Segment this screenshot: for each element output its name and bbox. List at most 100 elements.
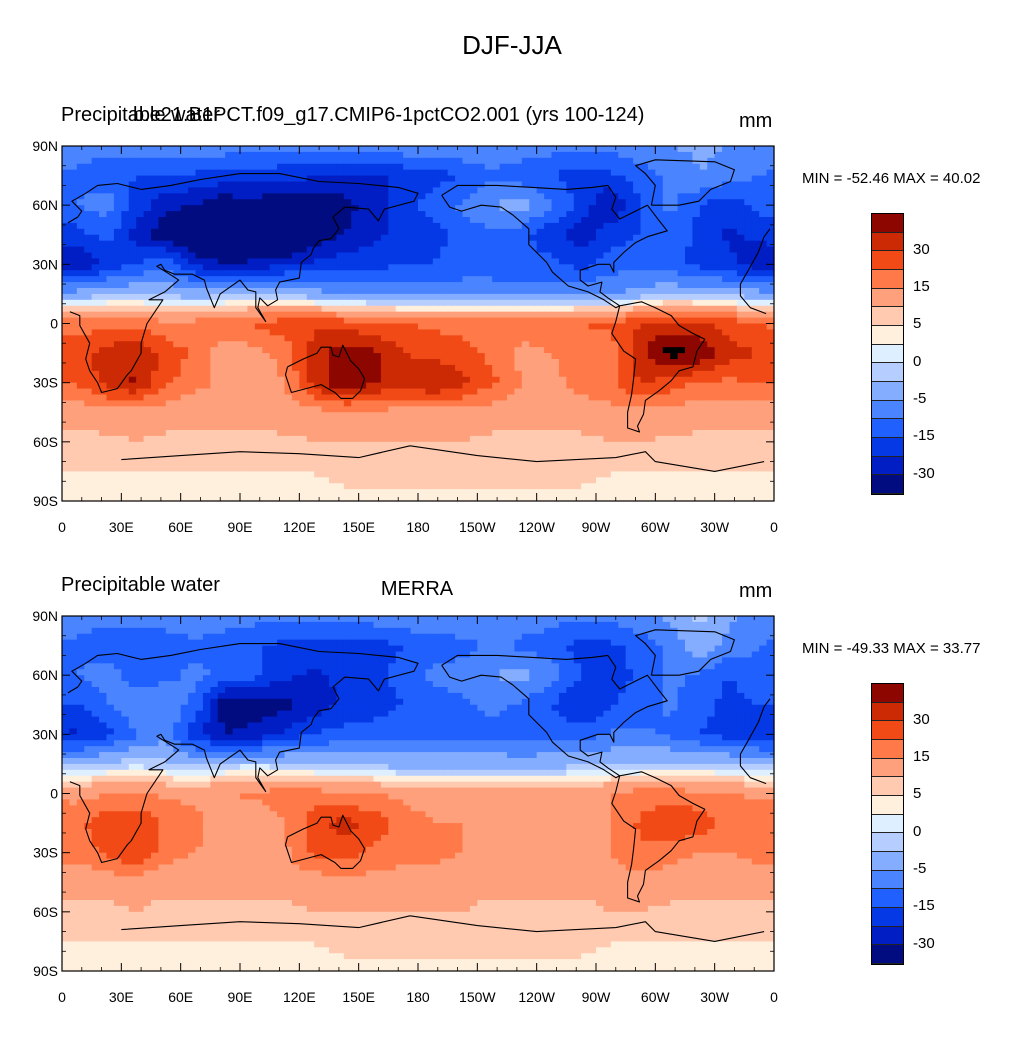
contour-cell — [610, 353, 619, 360]
contour-cell — [84, 157, 93, 165]
contour-cell — [343, 323, 352, 331]
contour-cell — [277, 353, 286, 360]
contour-cell — [403, 412, 412, 419]
contour-cell — [722, 264, 731, 271]
contour-cell — [633, 323, 642, 331]
contour-cell — [692, 376, 701, 384]
contour-cell — [380, 252, 389, 260]
contour-cell — [136, 441, 145, 449]
contour-cell — [321, 252, 330, 260]
contour-cell — [751, 270, 760, 277]
contour-cell — [766, 222, 775, 230]
contour-cell — [202, 430, 211, 437]
contour-cell — [240, 228, 249, 236]
contour-cell — [707, 424, 716, 431]
contour-cell — [403, 240, 412, 248]
contour-cell — [151, 157, 160, 165]
contour-cell — [751, 388, 760, 396]
contour-cell — [425, 240, 434, 248]
contour-cell — [277, 222, 286, 230]
contour-cell — [529, 376, 538, 384]
contour-cell — [403, 323, 412, 331]
contour-cell — [388, 211, 397, 218]
contour-cell — [440, 270, 449, 277]
contour-cell — [240, 347, 249, 354]
contour-cell — [262, 211, 271, 218]
contour-cell — [596, 228, 605, 236]
contour-cell — [507, 424, 516, 431]
contour-cell — [507, 447, 516, 455]
contour-cell — [544, 270, 553, 277]
contour-cell — [143, 146, 152, 153]
contour-cell — [210, 270, 219, 277]
contour-cell — [685, 276, 694, 283]
contour-cell — [284, 305, 293, 313]
contour-cell — [462, 146, 471, 153]
contour-cell — [514, 299, 523, 307]
contour-cell — [336, 329, 345, 336]
contour-cell — [484, 163, 493, 171]
contour-cell — [729, 163, 738, 171]
contour-cell — [699, 175, 708, 183]
contour-cell — [729, 394, 738, 402]
contour-cell — [373, 258, 382, 265]
contour-cell — [603, 376, 612, 384]
contour-cell — [195, 353, 204, 360]
contour-cell — [165, 435, 174, 443]
contour-cell — [455, 169, 464, 177]
contour-cell — [655, 299, 664, 307]
contour-cell — [551, 211, 560, 218]
contour-cell — [336, 234, 345, 242]
contour-cell — [418, 447, 427, 455]
contour-cell — [358, 282, 367, 289]
contour-cell — [158, 347, 167, 354]
contour-cell — [484, 353, 493, 360]
contour-cell — [714, 406, 723, 413]
contour-cell — [158, 305, 167, 313]
contour-cell — [596, 382, 605, 390]
contour-cell — [551, 376, 560, 384]
contour-cell — [492, 246, 501, 254]
contour-cell — [418, 418, 427, 425]
contour-cell — [321, 341, 330, 348]
contour-cell — [210, 394, 219, 402]
contour-cell — [492, 311, 501, 319]
contour-cell — [225, 299, 234, 307]
contour-cell — [440, 364, 449, 372]
contour-cell — [388, 441, 397, 449]
contour-cell — [536, 347, 545, 354]
contour-cell — [729, 151, 738, 159]
contour-cell — [722, 276, 731, 283]
contour-cell — [358, 187, 367, 194]
contour-cell — [699, 211, 708, 218]
contour-cell — [121, 288, 130, 295]
contour-cell — [418, 424, 427, 431]
contour-cell — [254, 317, 263, 325]
contour-cell — [351, 288, 360, 295]
contour-cell — [188, 412, 197, 419]
contour-cell — [670, 288, 679, 295]
contour-cell — [165, 317, 174, 325]
contour-cell — [165, 181, 174, 189]
contour-cell — [232, 382, 241, 390]
contour-cell — [603, 364, 612, 372]
contour-cell — [507, 151, 516, 159]
contour-cell — [217, 400, 226, 407]
contour-cell — [277, 311, 286, 319]
contour-cell — [484, 258, 493, 265]
contour-cell — [84, 370, 93, 378]
contour-cell — [329, 157, 338, 165]
contour-cell — [247, 447, 256, 455]
contour-cell — [440, 376, 449, 384]
contour-cell — [618, 276, 627, 283]
contour-cell — [581, 240, 590, 248]
contour-cell — [736, 394, 745, 402]
contour-cell — [573, 394, 582, 402]
contour-cell — [484, 311, 493, 319]
contour-cell — [759, 305, 768, 313]
contour-cell — [225, 376, 234, 384]
contour-cell — [128, 246, 137, 254]
contour-cell — [744, 435, 753, 443]
contour-cell — [395, 447, 404, 455]
contour-cell — [366, 347, 375, 354]
